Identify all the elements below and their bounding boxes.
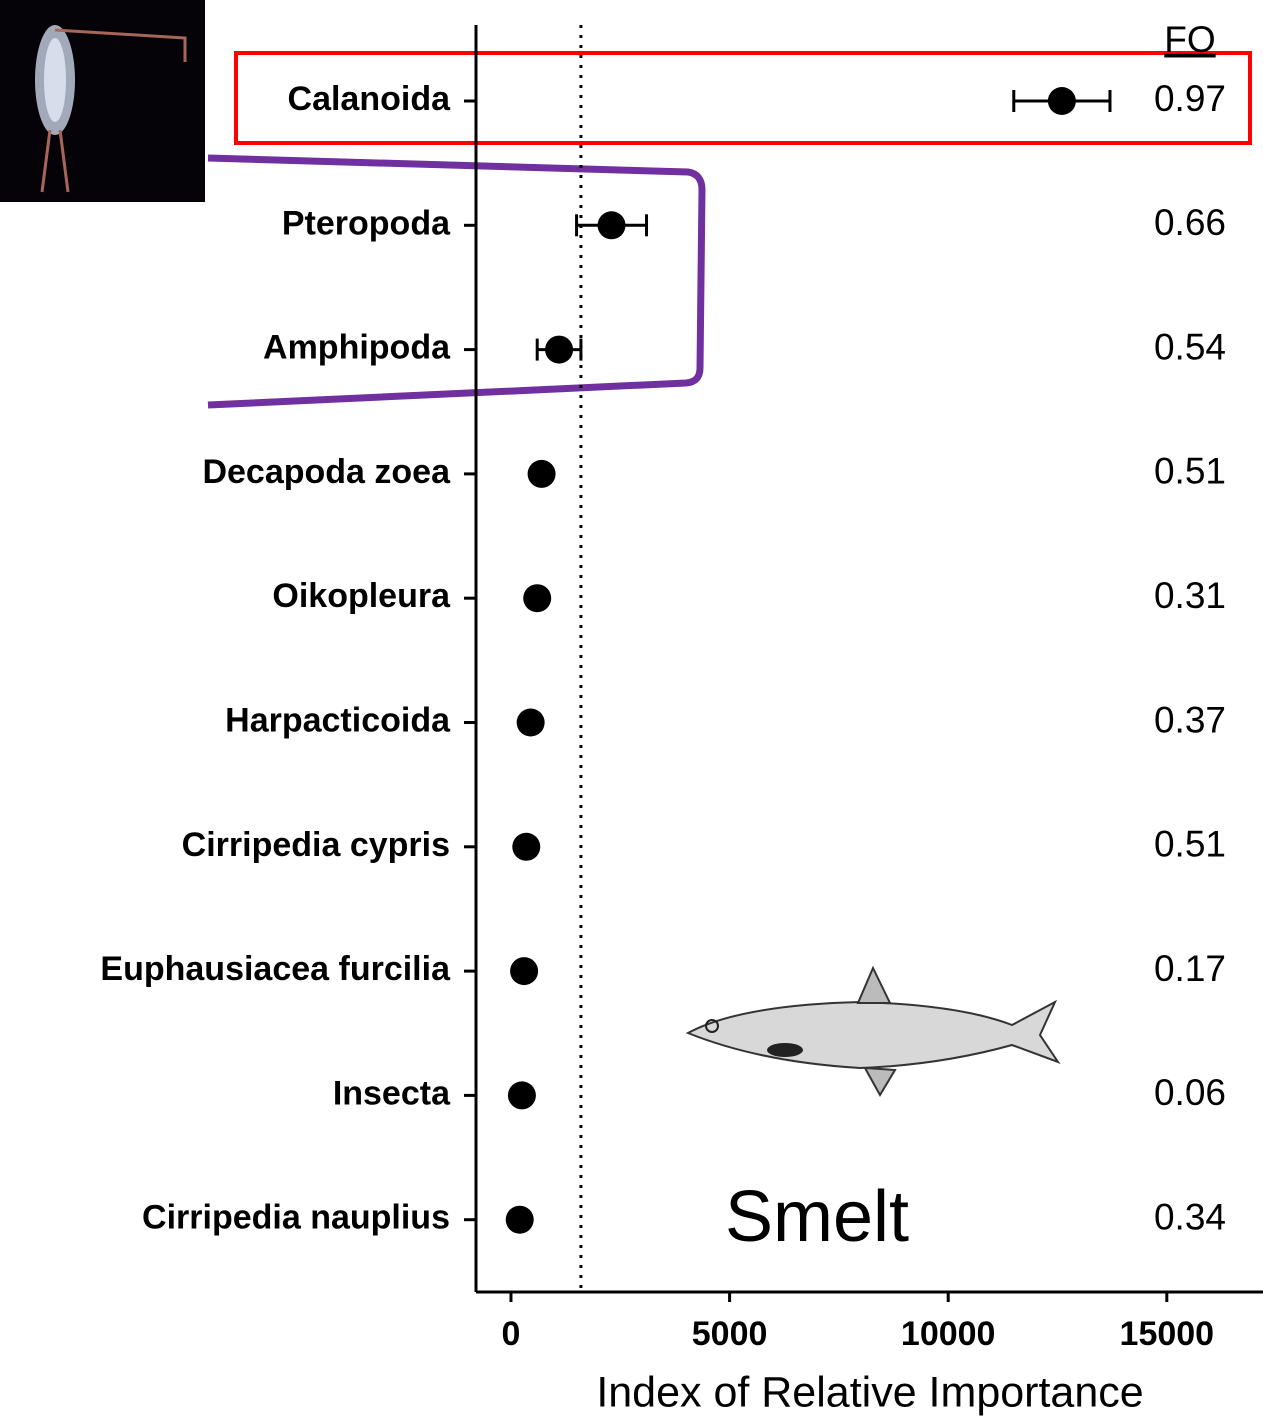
fo-value: 0.17	[1154, 948, 1226, 989]
fo-value: 0.37	[1154, 699, 1226, 740]
y-tick-label: Amphipoda	[263, 329, 451, 367]
x-tick-label: 0	[502, 1315, 521, 1353]
fo-value: 0.97	[1154, 78, 1226, 119]
fo-value: 0.66	[1154, 202, 1226, 243]
dot	[517, 709, 545, 737]
x-tick-label: 10000	[901, 1315, 996, 1353]
highlight-bracket	[208, 158, 702, 405]
fo-value: 0.34	[1154, 1196, 1226, 1237]
y-tick-label: Cirripedia nauplius	[142, 1199, 450, 1237]
y-tick-label: Euphausiacea furcilia	[100, 950, 451, 988]
dot	[512, 833, 540, 861]
fo-value: 0.51	[1154, 824, 1226, 865]
dot	[598, 211, 626, 239]
x-tick-label: 5000	[692, 1315, 768, 1353]
y-tick-label: Cirripedia cypris	[182, 826, 450, 864]
dot	[506, 1206, 534, 1234]
dot	[545, 336, 573, 364]
fo-value: 0.54	[1154, 326, 1226, 367]
dot	[1048, 87, 1076, 115]
fo-value: 0.51	[1154, 451, 1226, 492]
dot	[508, 1081, 536, 1109]
fo-value: 0.06	[1154, 1072, 1226, 1113]
fo-header: FO	[1164, 19, 1215, 60]
y-tick-label: Pteropoda	[282, 204, 451, 242]
y-tick-label: Insecta	[333, 1074, 451, 1112]
annotation: Smelt	[725, 1177, 909, 1257]
copepod-photo	[0, 0, 205, 202]
dot	[528, 460, 556, 488]
y-tick-label: Oikopleura	[272, 577, 451, 615]
y-tick-label: Decapoda zoea	[202, 453, 451, 491]
dot	[510, 957, 538, 985]
x-tick-label: 15000	[1120, 1315, 1215, 1353]
y-tick-label: Harpacticoida	[225, 701, 451, 739]
page: FO Index of Relative Importance Smelt 0 5…	[0, 0, 1263, 1421]
x-axis-title: Index of Relative Importance	[596, 1368, 1143, 1416]
fo-value: 0.31	[1154, 575, 1226, 616]
dot	[523, 584, 551, 612]
fish-drawing	[688, 968, 1058, 1095]
y-tick-label: Calanoida	[288, 80, 452, 118]
chart: FO Index of Relative Importance Smelt 0 5…	[0, 0, 1263, 1421]
